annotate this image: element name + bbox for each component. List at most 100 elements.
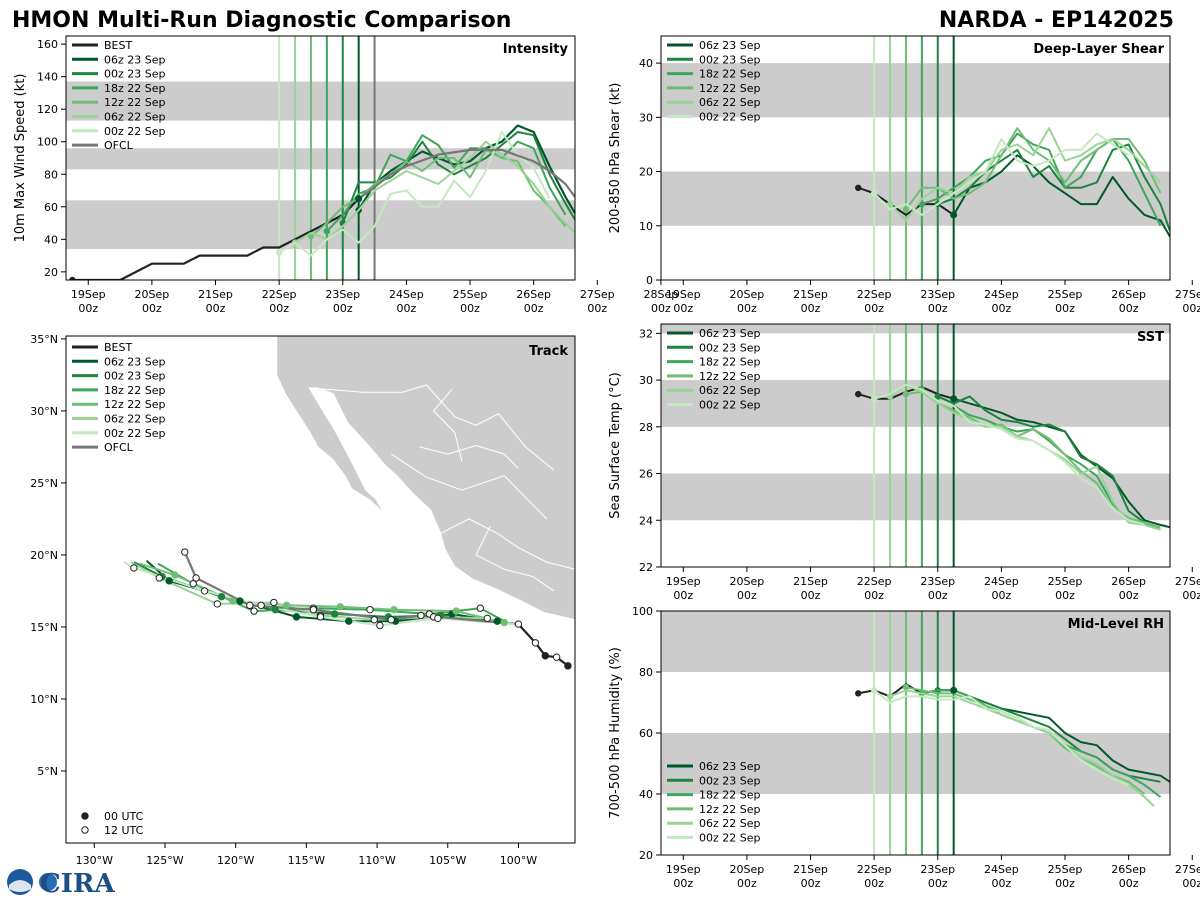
track-marker-legend-symbol [81,812,89,820]
track-point [213,600,221,608]
rh-xtick-hour: 00z [928,877,948,890]
intensity-legend-label: 06z 22 Sep [104,111,166,124]
intensity-xtick-label: 19Sep 00z [71,288,106,315]
shear-legend-label: 12z 22 Sep [699,82,761,95]
intensity-band [66,81,575,121]
sst-xtick-day: 21Sep [793,575,828,588]
shear-xtick-label: 24Sep 00z [984,288,1019,315]
intensity-xtick-day: 19Sep [71,288,106,301]
intensity-band [66,200,575,250]
track-point [200,587,209,595]
sst-xtick-hour: 00z [673,589,693,602]
intensity-xtick-day: 23Sep [325,288,360,301]
track-ytick-label: 20°N [30,549,58,562]
sst-xtick-label: 25Sep 00z [1048,575,1083,602]
intensity-xtick-label: 27Sep 00z [580,288,615,315]
rh-xtick-label: 23Sep 00z [920,863,955,890]
track-point [246,601,254,610]
sst-series-line [937,395,1161,531]
sst-xtick-day: 22Sep [857,575,892,588]
track-legend-label: 00z 23 Sep [104,370,166,383]
sst-xtick-hour: 00z [1119,589,1139,602]
sst-legend-label: 18z 22 Sep [699,356,761,369]
intensity-xtick-label: 26Sep 00z [516,288,551,315]
track-point [483,614,492,623]
shear-series-line [937,143,1170,232]
figure-title: HMON Multi-Run Diagnostic Comparison [12,8,511,33]
sst-ylabel: Sea Surface Temp (°C) [608,372,623,519]
shear-xtick-label: 22Sep 00z [857,288,892,315]
shear-xtick-hour: 00z [1055,302,1075,315]
intensity-xtick-hour: 00z [142,302,162,315]
shear-ytick-label: 0 [646,274,653,287]
shear-legend-label: 06z 23 Sep [699,39,761,52]
shear-xtick-day: 19Sep [666,288,701,301]
track-title: Track [529,344,568,359]
intensity-xtick-hour: 00z [333,302,353,315]
track-ytick-label: 15°N [30,621,58,634]
intensity-ytick-label: 160 [37,38,58,51]
intensity-xtick-hour: 00z [78,302,98,315]
rh-xtick-day: 22Sep [857,863,892,876]
state-border [432,388,463,462]
track-point [271,605,279,614]
track-xtick-label: 125°W [146,854,183,867]
shear-best-end-point [950,211,958,219]
track-legend-label: BEST [104,341,132,354]
sst-legend-label: 12z 22 Sep [699,370,761,383]
track-xtick-label: 100°W [500,854,537,867]
shear-xtick-day: 22Sep [857,288,892,301]
sst-frame [660,323,1171,568]
track-ytick-label: 5°N [37,765,58,778]
sst-xtick-day: 26Sep [1111,575,1146,588]
shear-xtick-label: 19Sep 00z [666,288,701,315]
shear-ytick-label: 40 [639,57,653,70]
shear-series-start-point [855,184,862,192]
shear-xtick-hour: 00z [737,302,757,315]
intensity-xtick-label: 28Sep 00z [644,288,679,315]
shear-xtick-hour: 00z [1182,302,1200,315]
shear-legend-label: 00z 23 Sep [699,53,761,66]
intensity-xtick-hour: 00z [269,302,289,315]
sst-legend-label: 00z 22 Sep [699,399,761,412]
rh-legend-label: 06z 22 Sep [699,817,761,830]
track-point [257,601,265,610]
sst-ytick-label: 30 [639,374,653,387]
intensity-xtick-label: 24Sep 00z [389,288,424,315]
state-border [419,444,519,469]
shear-band [661,63,1170,118]
shear-series-line [905,127,1162,211]
track-point [282,601,291,610]
intensity-ytick-label: 100 [37,136,58,149]
rh-xtick-hour: 00z [737,877,757,890]
intensity-legend-label: 00z 22 Sep [104,125,166,138]
intensity-ytick-label: 60 [44,201,58,214]
intensity-xtick-label: 25Sep 00z [453,288,488,315]
track-point [376,621,384,630]
track-point [564,662,572,670]
rh-xtick-hour: 00z [1119,877,1139,890]
track-point [165,577,173,585]
shear-series-start-point [886,200,894,208]
sst-legend-label: 06z 22 Sep [699,384,761,397]
sst-legend-label: 00z 23 Sep [699,341,761,354]
intensity-series-start-point [275,249,283,256]
rh-legend-label: 12z 22 Sep [699,803,761,816]
track-point [345,617,353,625]
intensity-legend-label: 18z 22 Sep [104,82,166,95]
shear-xtick-label: 25Sep 00z [1048,288,1083,315]
intensity-legend-label: 06z 23 Sep [104,53,166,66]
track-point [171,571,179,579]
track-point [387,616,395,624]
rh-xtick-label: 20Sep 00z [730,863,765,890]
intensity-xtick-day: 24Sep [389,288,424,301]
intensity-xtick-hour: 00z [397,302,417,315]
intensity-ytick-label: 140 [37,71,58,84]
intensity-xtick-hour: 00z [460,302,480,315]
track-point [552,653,561,661]
track-point [250,607,258,615]
